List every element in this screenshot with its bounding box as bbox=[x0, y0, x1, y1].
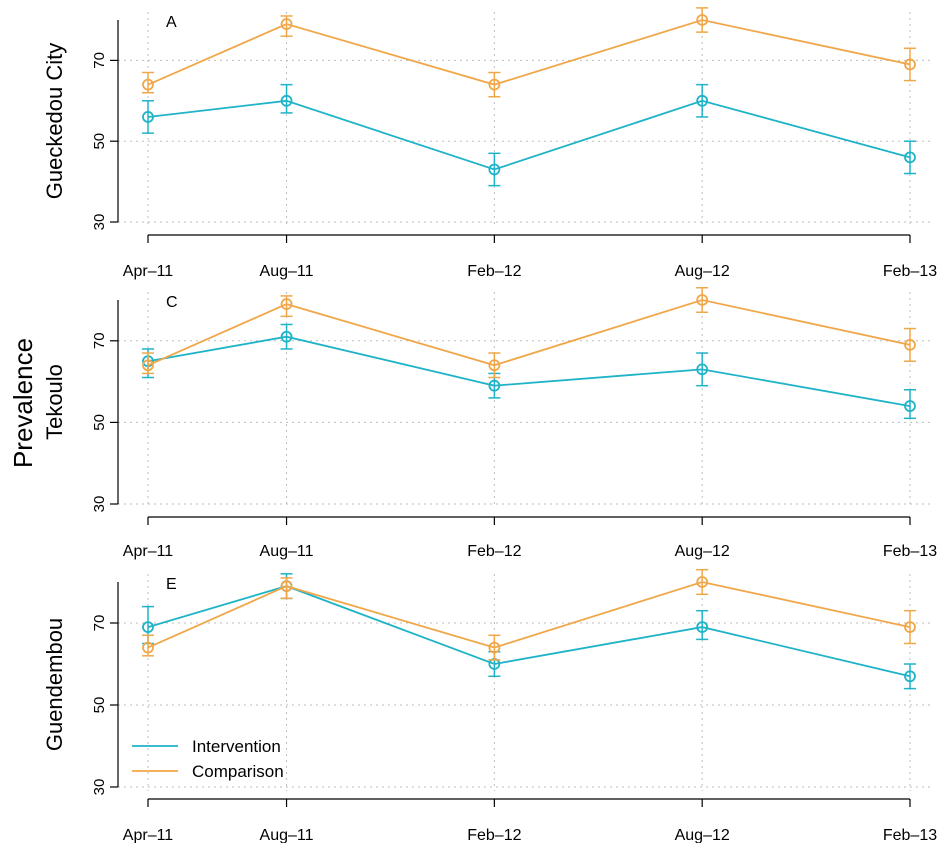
panel-3: 30 50 70 Guendembou E Apr–11 Aug–11 Feb–12 Aug–1… bbox=[42, 568, 937, 844]
data-point bbox=[488, 379, 501, 392]
x-tick-label: Feb–13 bbox=[883, 827, 937, 843]
series-comparison bbox=[142, 287, 916, 379]
y-tick-label: 30 bbox=[91, 779, 108, 796]
y-tick-label: 50 bbox=[91, 697, 108, 714]
panel-letter: A bbox=[166, 14, 177, 31]
y-tick-label: 30 bbox=[91, 496, 108, 513]
data-point bbox=[696, 14, 709, 26]
y-tick-label: 50 bbox=[91, 414, 108, 431]
data-point bbox=[696, 576, 709, 588]
data-point bbox=[488, 359, 501, 372]
series-intervention bbox=[142, 573, 916, 690]
x-tick-label: Aug–11 bbox=[260, 263, 314, 280]
x-tick-label: Feb–12 bbox=[467, 263, 521, 280]
x-tick-label: Aug–11 bbox=[260, 827, 314, 843]
series-line-intervention bbox=[147, 335, 911, 407]
figure-ylabel: Prevalence bbox=[8, 338, 38, 468]
data-point bbox=[142, 621, 154, 633]
legend-label: Comparison bbox=[192, 762, 284, 781]
y-tick-label: 70 bbox=[91, 52, 108, 69]
y-tick-label: 70 bbox=[91, 332, 108, 349]
x-tick-label: Feb–12 bbox=[467, 543, 521, 560]
data-point bbox=[696, 94, 709, 107]
y-tick-label: 30 bbox=[91, 214, 108, 231]
panel-ylabel: Tekoulo bbox=[42, 364, 67, 440]
data-point bbox=[280, 298, 293, 310]
series-line-intervention bbox=[147, 99, 911, 171]
y-tick-label: 70 bbox=[91, 615, 108, 632]
data-point bbox=[488, 641, 501, 654]
data-point bbox=[696, 363, 709, 376]
data-point bbox=[904, 151, 916, 164]
data-point bbox=[142, 641, 154, 654]
data-point bbox=[142, 111, 154, 123]
x-tick-label: Feb–13 bbox=[883, 543, 937, 560]
data-point bbox=[488, 163, 501, 176]
panel-ylabel: Gueckedou City bbox=[42, 43, 67, 200]
panel-ylabel: Guendembou bbox=[42, 618, 67, 751]
data-point bbox=[904, 400, 916, 412]
x-tick-label: Apr–11 bbox=[123, 263, 174, 280]
series-line-comparison bbox=[147, 581, 911, 649]
legend-label: Intervention bbox=[192, 737, 281, 756]
panel-letter: C bbox=[166, 294, 178, 311]
y-tick-label: 50 bbox=[91, 133, 108, 150]
series-line-comparison bbox=[147, 299, 911, 367]
x-tick-label: Feb–12 bbox=[467, 827, 521, 843]
x-tick-label: Apr–11 bbox=[123, 543, 174, 560]
data-point bbox=[904, 338, 916, 351]
data-point bbox=[142, 359, 154, 372]
legend: Intervention Comparison bbox=[132, 737, 284, 781]
data-point bbox=[904, 58, 916, 71]
series-intervention bbox=[142, 323, 916, 420]
x-tick-label: Aug–11 bbox=[260, 543, 314, 560]
x-tick-label: Aug–12 bbox=[675, 543, 730, 560]
data-point bbox=[142, 78, 154, 91]
data-point bbox=[904, 670, 916, 683]
panel-letter: E bbox=[166, 576, 177, 593]
data-point bbox=[280, 330, 293, 343]
data-point bbox=[280, 18, 293, 30]
series-line-intervention bbox=[147, 585, 911, 678]
series-comparison bbox=[142, 568, 916, 661]
x-tick-label: Aug–12 bbox=[675, 263, 730, 280]
data-point bbox=[696, 294, 709, 306]
panel-2: 30 50 70 Tekoulo C Apr–11 Aug–11 Feb–12 Aug–12 Fe… bbox=[42, 287, 937, 560]
x-tick-label: Apr–11 bbox=[123, 827, 174, 843]
data-point bbox=[696, 621, 709, 633]
series-line-comparison bbox=[147, 19, 911, 86]
data-point bbox=[488, 78, 501, 91]
data-point bbox=[280, 94, 293, 107]
data-point bbox=[280, 580, 293, 592]
series-comparison bbox=[142, 7, 916, 98]
x-tick-label: Aug–12 bbox=[675, 827, 730, 843]
data-point bbox=[904, 621, 916, 633]
panel-1: 30 50 70 Gueckedou City A Apr–11 Aug–11 Feb–12 A… bbox=[42, 7, 937, 280]
series-intervention bbox=[142, 83, 916, 187]
x-tick-label: Feb–13 bbox=[883, 263, 937, 280]
